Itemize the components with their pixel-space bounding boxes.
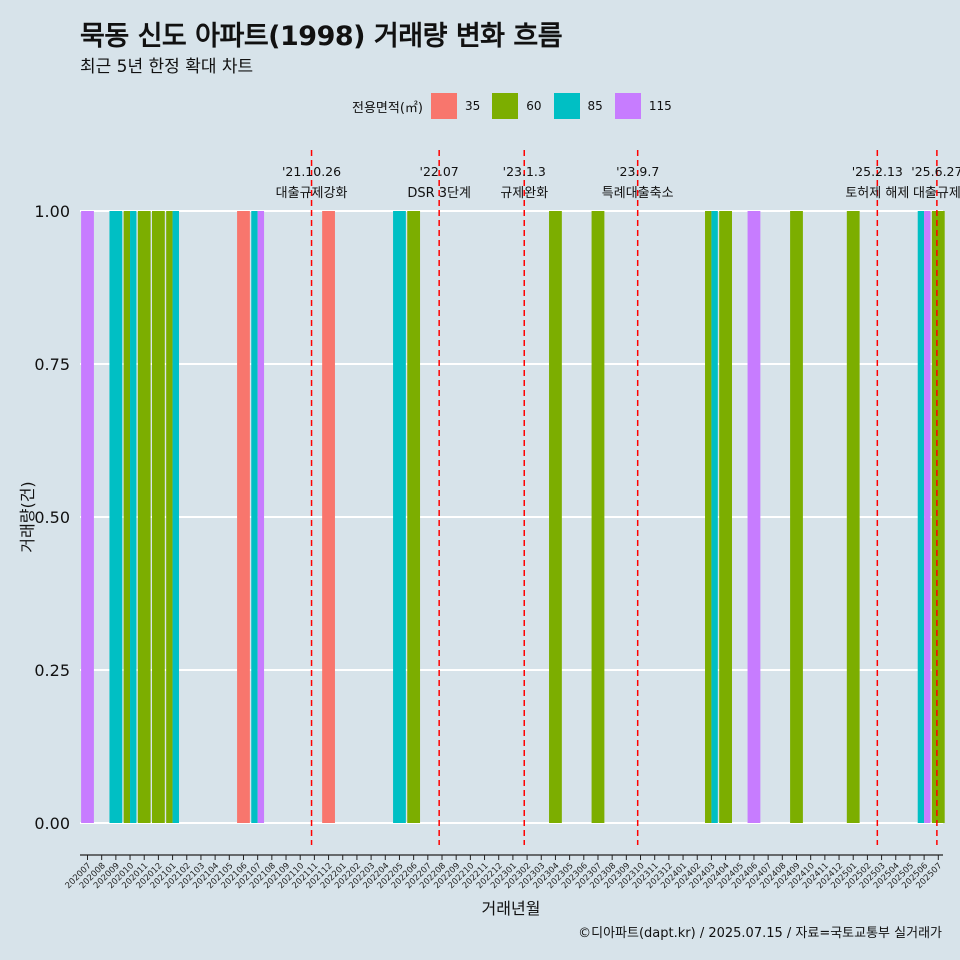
source-caption: ©디아파트(dapt.kr) / 2025.07.15 / 자료=국토교통부 실…	[578, 926, 942, 941]
bar-202106-35	[237, 211, 250, 823]
bar-202107-85	[251, 211, 258, 823]
event-name-label: 토허제 해제	[845, 186, 909, 201]
bar-202012-60	[152, 211, 165, 823]
legend-swatch-35	[430, 93, 457, 119]
bar-202304-60	[549, 211, 562, 823]
legend-item-85: 85	[553, 93, 609, 119]
event-name-label: 대출규제	[913, 186, 960, 201]
bar-202205-85	[393, 211, 406, 823]
legend-item-60: 60	[492, 93, 547, 119]
bar-202112-35	[322, 211, 335, 823]
event-date-label: '23.9.7	[616, 164, 659, 179]
event-name-label: 규제완화	[500, 186, 548, 201]
legend-label-115: 115	[648, 99, 672, 113]
bar-202404-60	[719, 211, 732, 823]
event-date-label: '23.1.3	[503, 164, 546, 179]
legend-swatch-85	[553, 93, 580, 119]
x-axis-title: 거래년월	[482, 899, 541, 918]
bar-202010-60	[123, 211, 131, 823]
y-tick-label: 0.50	[34, 508, 70, 527]
legend-label-60: 60	[526, 99, 542, 113]
legend-swatch-60	[492, 93, 519, 119]
bar-202507-60	[931, 211, 945, 823]
bar-202009-85	[109, 211, 123, 823]
bar-202011-60	[137, 211, 151, 823]
bar-202501-60	[846, 211, 860, 823]
event-date-label: '21.10.26	[282, 164, 341, 179]
legend-label-85: 85	[587, 99, 603, 113]
bar-202506-115	[924, 211, 931, 823]
y-tick-label: 0.00	[34, 814, 70, 833]
bar-202307-60	[591, 211, 605, 823]
bar-202107-115	[257, 211, 265, 823]
bar-202403-85	[711, 211, 718, 823]
event-date-label: '25.2.13	[852, 164, 903, 179]
y-axis-title: 거래량(건)	[18, 481, 37, 552]
chart-subtitle: 최근 5년 한정 확대 차트	[80, 57, 254, 77]
event-name-label: 대출규제강화	[276, 186, 348, 201]
y-tick-label: 0.75	[34, 355, 70, 374]
bar-202010-85	[130, 211, 137, 823]
bar-202007-115	[81, 211, 94, 823]
bar-202409-60	[790, 211, 803, 823]
legend-item-115: 115	[614, 93, 678, 119]
event-name-label: DSR 3단계	[407, 186, 471, 201]
event-date-label: '25.6.27	[911, 164, 960, 179]
bar-202101-60	[166, 211, 173, 823]
legend-swatch-115	[614, 93, 641, 119]
bar-202101-85	[172, 211, 179, 823]
legend: 전용면적(㎡) 35 60 85 115	[352, 92, 684, 120]
legend-title: 전용면적(㎡)	[352, 100, 423, 116]
event-date-label: '22.07	[420, 164, 459, 179]
bar-202406-115	[747, 211, 761, 823]
bar-202506-85	[917, 211, 925, 823]
y-tick-label: 0.25	[34, 661, 70, 680]
bar-202403-60	[705, 211, 712, 823]
chart-title: 묵동 신도 아파트(1998) 거래량 변화 흐름	[80, 21, 563, 52]
event-name-label: 특례대출축소	[602, 186, 674, 201]
y-tick-label: 1.00	[34, 202, 70, 221]
legend-item-35: 35	[430, 93, 486, 119]
bar-202206-60	[407, 211, 421, 823]
legend-label-35: 35	[464, 99, 481, 113]
